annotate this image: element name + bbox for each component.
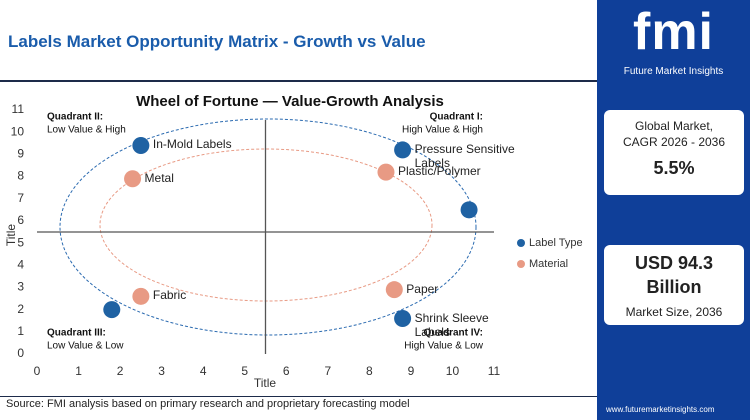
x-tick-label: 4 (200, 364, 207, 378)
point-label-box: Pressure Sensitive Labels (414, 141, 515, 170)
quadrant-title: Quadrant I: (430, 112, 483, 123)
footer-source: Source: FMI analysis based on primary re… (6, 398, 410, 410)
y-tick-label: 1 (17, 324, 24, 338)
point (385, 281, 403, 299)
y-tick-label: 8 (17, 169, 24, 183)
chart: Wheel of Fortune — Value-Growth Analysis… (4, 93, 583, 390)
point (394, 141, 412, 159)
point (132, 287, 150, 305)
x-tick-label: 7 (324, 364, 331, 378)
point (460, 201, 478, 219)
quadrant-title: Quadrant IV: (424, 328, 483, 339)
x-tick-label: 2 (117, 364, 124, 378)
point-label-box: Paper (406, 281, 439, 296)
quadrant-title: Quadrant II: (47, 112, 103, 123)
page-title: Labels Market Opportunity Matrix - Growt… (8, 32, 426, 51)
quadrant-text: High Value & High (402, 125, 483, 136)
x-tick-label: 8 (366, 364, 373, 378)
point (103, 301, 121, 319)
point (394, 310, 412, 328)
point-label: Pressure Sensitive Labels (414, 141, 515, 170)
x-tick-label: 0 (34, 364, 41, 378)
logo-subtitle: Future Market Insights (623, 66, 724, 77)
card-label: Market Size, 2036 (625, 305, 723, 319)
sidebar: fmi Future Market Insights (597, 0, 750, 420)
y-tick-label: 11 (12, 102, 25, 116)
point-label-box: Plastic/Polymer (397, 164, 481, 179)
x-tick-label: 11 (488, 364, 501, 378)
y-tick-label: 9 (17, 147, 24, 161)
y-tick-label: 7 (17, 191, 24, 205)
point-label: Paper (406, 281, 439, 296)
legend-swatch (517, 239, 525, 247)
point-label: Shrink Sleeve Labels (414, 310, 489, 339)
point-label: In-Mold Labels (152, 137, 232, 152)
point (124, 170, 142, 188)
point-label: Plastic/Polymer (397, 164, 481, 179)
x-tick-label: 1 (75, 364, 82, 378)
y-tick-label: 0 (17, 346, 24, 360)
y-axis-label: Title (4, 224, 18, 247)
card-label: Global Market, CAGR 2026 - 2036 (622, 119, 726, 149)
point-label-box: In-Mold Labels (152, 137, 232, 152)
cagr-card: Global Market, CAGR 2026 - 2036 5.5% (604, 110, 744, 195)
point-label: Metal (144, 170, 174, 185)
legend-label: Label Type (529, 237, 583, 249)
card-value: 5.5% (653, 158, 695, 178)
point-label-box: Fabric (152, 288, 187, 303)
point-label-box: Metal (144, 170, 174, 185)
x-tick-label: 6 (283, 364, 290, 378)
y-tick-label: 6 (17, 213, 24, 227)
point-label-box: Shrink Sleeve Labels (414, 310, 489, 339)
market-size-card: USD 94.3 Billion Market Size, 2036 (604, 245, 744, 325)
footer-rule (0, 396, 597, 397)
chart-title: Wheel of Fortune — Value-Growth Analysis (136, 93, 444, 110)
point (132, 136, 150, 154)
y-tick-label: 10 (11, 124, 25, 138)
x-tick-label: 5 (241, 364, 248, 378)
quadrant-text: High Value & Low (404, 341, 484, 352)
quadrant-text: Low Value & High (47, 125, 126, 136)
point (377, 163, 395, 181)
x-tick-label: 10 (446, 364, 460, 378)
header-rule (0, 80, 597, 82)
quadrant-title: Quadrant III: (47, 328, 106, 339)
logo: fmi (633, 3, 714, 61)
y-tick-label: 3 (17, 280, 24, 294)
y-tick-label: 2 (17, 302, 24, 316)
x-tick-label: 9 (408, 364, 415, 378)
quadrant-text: Low Value & Low (47, 341, 124, 352)
x-axis-label: Title (254, 376, 277, 390)
card-value: USD 94.3 Billion (634, 253, 714, 297)
footer-website: www.futuremarketinsights.com (606, 405, 715, 414)
y-tick-label: 5 (17, 235, 24, 249)
outer-ellipse (59, 118, 477, 336)
legend-label: Material (529, 258, 568, 270)
legend-swatch (517, 260, 525, 268)
x-tick-label: 3 (158, 364, 165, 378)
point-label: Fabric (152, 288, 187, 303)
y-tick-label: 4 (17, 257, 24, 271)
